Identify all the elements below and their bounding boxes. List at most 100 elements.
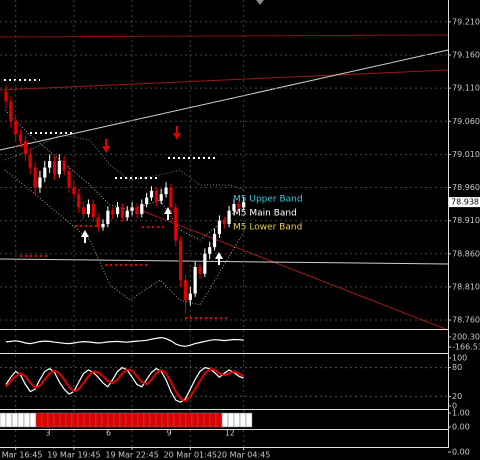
y-tick-label: 0.00 (452, 448, 470, 457)
candle-body (174, 207, 178, 241)
state-block (167, 412, 175, 428)
candle-body (188, 293, 192, 301)
buy-arrow (215, 252, 223, 259)
y-tick-label: 1.00 (452, 409, 470, 418)
candle-body (242, 202, 246, 208)
state-block (65, 412, 73, 428)
candle-body (72, 187, 76, 195)
state-block (239, 412, 247, 428)
candle-body (154, 190, 158, 201)
y-tick-label: 78.860 (452, 249, 480, 258)
candle-body (120, 207, 124, 218)
state-block (119, 412, 127, 428)
state-block (143, 412, 151, 428)
state-block (179, 412, 187, 428)
candle-body (193, 267, 197, 294)
state-block (41, 412, 49, 428)
candle-body (38, 177, 42, 188)
candle-body (111, 210, 115, 215)
state-block (101, 412, 109, 428)
candle-body (125, 210, 129, 218)
candle-body (18, 134, 23, 142)
state-block (5, 412, 13, 428)
state-block (17, 412, 25, 428)
candle-body (130, 207, 134, 211)
candle-body (179, 240, 183, 281)
candle-body (28, 154, 32, 168)
band-label: M5 Lower Band (233, 223, 302, 233)
candle-body (14, 121, 18, 135)
candle-body (4, 91, 8, 102)
candle-body (208, 247, 212, 254)
upper-band (4, 134, 246, 191)
candle-body (135, 207, 139, 215)
buy-arrow (167, 213, 169, 220)
x-tick-label: 19 Mar 16:45 (0, 451, 42, 460)
candle-body (23, 141, 27, 155)
state-block (23, 412, 31, 428)
state-block (173, 412, 181, 428)
main-band (4, 109, 246, 241)
current-price-box (449, 197, 480, 208)
candle-body (67, 170, 71, 188)
state-block (215, 412, 223, 428)
y-tick-label: 78.760 (452, 316, 480, 325)
candle-body (237, 204, 241, 208)
state-block (29, 412, 37, 428)
decorations (0, 34, 449, 331)
state-block (11, 412, 19, 428)
buy-arrow (218, 258, 220, 265)
candle-body (62, 161, 66, 171)
state-block (197, 412, 205, 428)
y-tick-label: 79.060 (452, 117, 480, 126)
candle-body (96, 217, 100, 228)
candle-body (101, 223, 105, 228)
y-tick-label: 100 (452, 354, 467, 363)
state-block (53, 412, 61, 428)
resistance-line (0, 34, 449, 38)
support-line (0, 258, 449, 265)
trend-line (0, 49, 449, 151)
state-block (191, 412, 199, 428)
y-tick-label: 0.00 (452, 423, 470, 432)
state-block (221, 412, 229, 428)
state-block (83, 412, 91, 428)
candle-body (77, 194, 81, 208)
indicator-line (5, 366, 244, 403)
y-tick-label: 79.010 (452, 150, 480, 159)
state-block (47, 412, 55, 428)
state-block (71, 412, 79, 428)
state-block (125, 412, 133, 428)
buy-arrow (81, 230, 89, 237)
state-block (203, 412, 211, 428)
trend-line (139, 209, 449, 331)
state-block (209, 412, 217, 428)
state-block (227, 412, 235, 428)
state-block (89, 412, 97, 428)
candle-body (198, 267, 202, 274)
y-tick-label: 20 (452, 392, 462, 401)
state-block (77, 412, 85, 428)
x-tick-label: 6 (106, 429, 111, 438)
indicator-line (5, 368, 245, 403)
candle-body (106, 210, 110, 224)
state-block (131, 412, 139, 428)
candle-body (48, 161, 52, 168)
state-block (59, 412, 67, 428)
candle-body (222, 220, 226, 224)
scroll-marker (256, 0, 264, 5)
candle-body (183, 280, 188, 301)
buy-arrow (164, 207, 172, 214)
candle-body (232, 204, 236, 211)
band-label: M5 Upper Band (233, 195, 303, 205)
y-tick-label: 78.960 (452, 183, 480, 192)
candle-body (164, 187, 168, 195)
current-price-label: 78.938 (451, 198, 479, 207)
x-tick-label: 9 (167, 429, 172, 438)
candle-body (43, 167, 47, 178)
candle-body (203, 253, 207, 274)
state-block (35, 412, 43, 428)
y-tick-label: 0 (452, 402, 457, 411)
